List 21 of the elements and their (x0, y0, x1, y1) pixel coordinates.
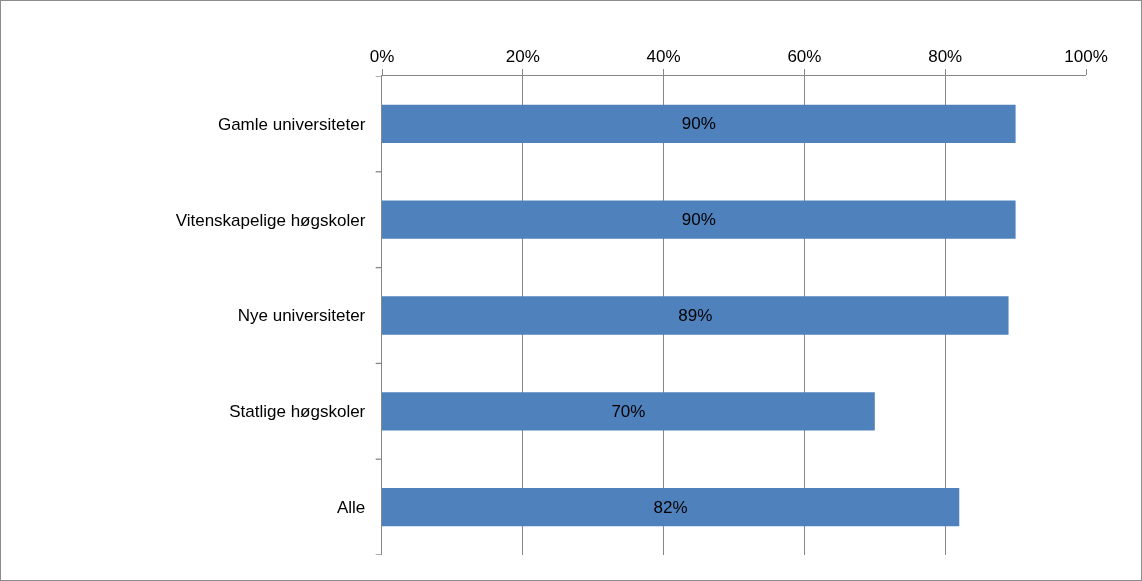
data-label: 90% (681, 114, 716, 134)
y-tick-label: Vitenskapelige høgskoler (175, 210, 366, 230)
x-tick-label: 20% (505, 46, 540, 66)
bar (382, 200, 1016, 239)
y-tick-label: Statlige høgskoler (229, 402, 366, 422)
x-tick-label: 0% (369, 46, 395, 66)
data-label: 90% (681, 210, 716, 230)
x-tick-label: 80% (928, 46, 963, 66)
data-label: 82% (653, 497, 688, 517)
x-tick-label: 40% (646, 46, 681, 66)
x-tick-label: 60% (787, 46, 822, 66)
data-label: 70% (611, 401, 646, 421)
bar (382, 104, 1016, 144)
bar (382, 392, 875, 431)
y-tick-label: Alle (336, 498, 366, 518)
y-tick-label: Gamle universiteter (217, 114, 366, 134)
bar (382, 487, 960, 527)
y-tick-label: Nye universiteter (237, 306, 366, 326)
bar (382, 296, 1009, 335)
data-label: 89% (678, 306, 713, 325)
x-tick-label: 100% (1064, 46, 1108, 66)
